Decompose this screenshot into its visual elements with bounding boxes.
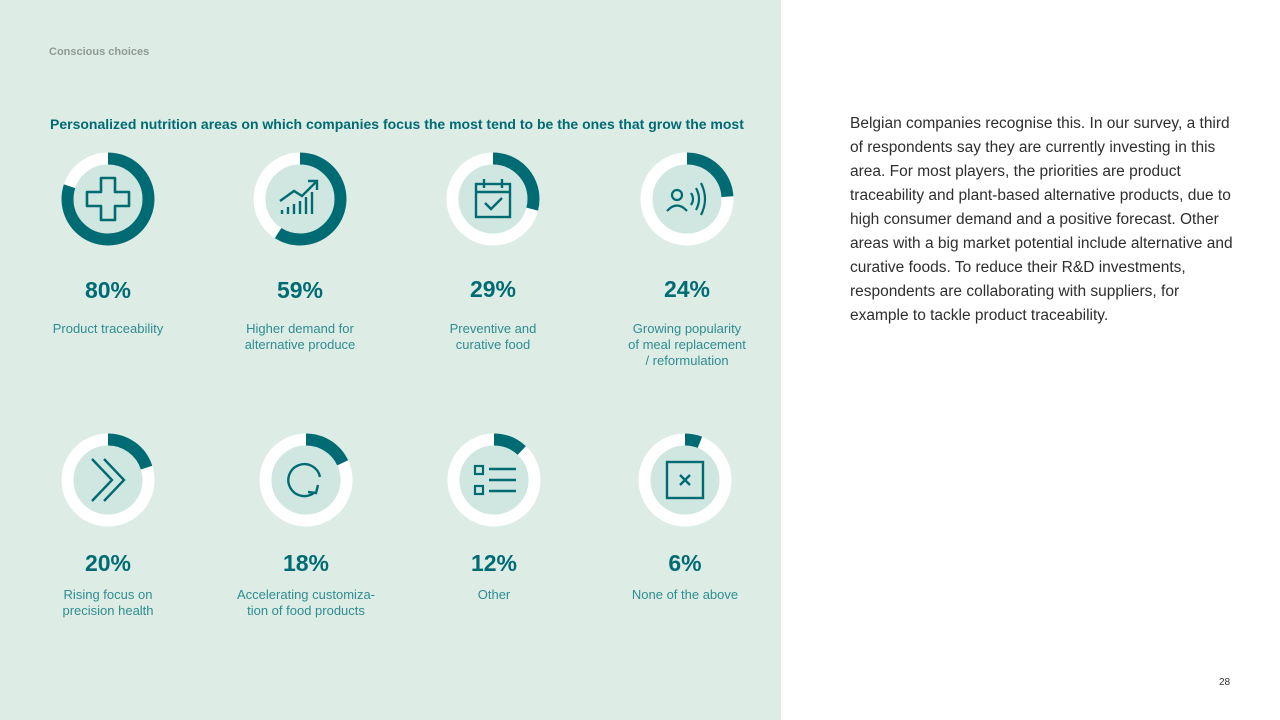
medical-cross-icon	[85, 176, 131, 222]
percentage-label: 24%	[663, 276, 711, 302]
donut-center	[265, 164, 335, 234]
donut-center	[652, 164, 722, 234]
donut-center	[458, 164, 528, 234]
category-label: Accelerating customiza-tion of food prod…	[226, 587, 386, 619]
section-label: Conscious choices	[49, 46, 150, 58]
category-label: None of the above	[605, 587, 765, 603]
donut-center	[73, 445, 143, 515]
category-label: Product traceability	[28, 321, 188, 337]
percentage-label: 6%	[668, 550, 702, 576]
category-label: Growing popularity of meal replacement / r…	[607, 321, 767, 369]
percentage-label: 18%	[282, 550, 330, 576]
category-label-line: Other	[477, 587, 511, 602]
donut-chart	[61, 152, 155, 246]
body-paragraph: Belgian companies recognise this. In our…	[850, 115, 1233, 324]
percentage-label: 29%	[469, 276, 517, 302]
category-label: Rising focus on precision health	[28, 587, 188, 619]
category-label-line: alternative produce	[244, 337, 356, 352]
category-label-line: of meal replacement	[628, 337, 746, 352]
donut-chart	[259, 433, 353, 527]
donut-chart	[638, 433, 732, 527]
donut-center	[73, 164, 143, 234]
person-broadcast-icon	[666, 182, 707, 216]
donut-chart	[61, 433, 155, 527]
category-label-line: Rising focus on	[63, 587, 153, 602]
category-label-line: Accelerating customiza-	[237, 587, 375, 602]
donut-segment	[259, 433, 353, 527]
percentage-label: 12%	[470, 550, 518, 576]
category-label-line: Product traceability	[52, 321, 164, 336]
chart-title: Personalized nutrition areas on which co…	[50, 116, 744, 132]
double-chevron-right-icon	[91, 458, 126, 502]
donut-segment	[447, 433, 541, 527]
percentage-label: 80%	[84, 277, 132, 303]
category-label-line: tion of food products	[247, 603, 365, 618]
category-label: Other	[414, 587, 574, 603]
category-label-line: None of the above	[631, 587, 739, 602]
donut-segment	[61, 152, 155, 246]
calendar-check-icon	[474, 179, 512, 219]
category-label-line: precision health	[62, 603, 154, 618]
percentage-label: 59%	[276, 277, 324, 303]
growth-chart-icon	[279, 179, 319, 214]
donut-chart	[447, 433, 541, 527]
donut-center	[271, 445, 341, 515]
infographic-panel: Conscious choices Personalized nutrition…	[0, 0, 781, 720]
category-label-line: Higher demand for	[246, 321, 354, 336]
donut-chart	[253, 152, 347, 246]
donut-segment	[640, 152, 734, 246]
refresh-arrow-icon	[287, 462, 322, 498]
percentage-label: 20%	[84, 550, 132, 576]
x-box-icon	[665, 460, 705, 500]
category-label-line: Growing popularity	[632, 321, 742, 336]
list-icon	[473, 464, 516, 496]
donut-segment	[446, 152, 540, 246]
donut-chart	[640, 152, 734, 246]
donut-chart	[446, 152, 540, 246]
donut-segment	[253, 152, 347, 246]
category-label-line: Preventive and	[449, 321, 537, 336]
page-number: 28	[1219, 677, 1231, 688]
category-label-line: / reformulation	[645, 353, 729, 368]
category-label: Higher demand for alternative produce	[220, 321, 380, 353]
donut-segment	[61, 433, 155, 527]
category-label: Preventive and curative food	[413, 321, 573, 353]
category-label-line: curative food	[455, 337, 531, 352]
donut-segment	[638, 433, 732, 527]
